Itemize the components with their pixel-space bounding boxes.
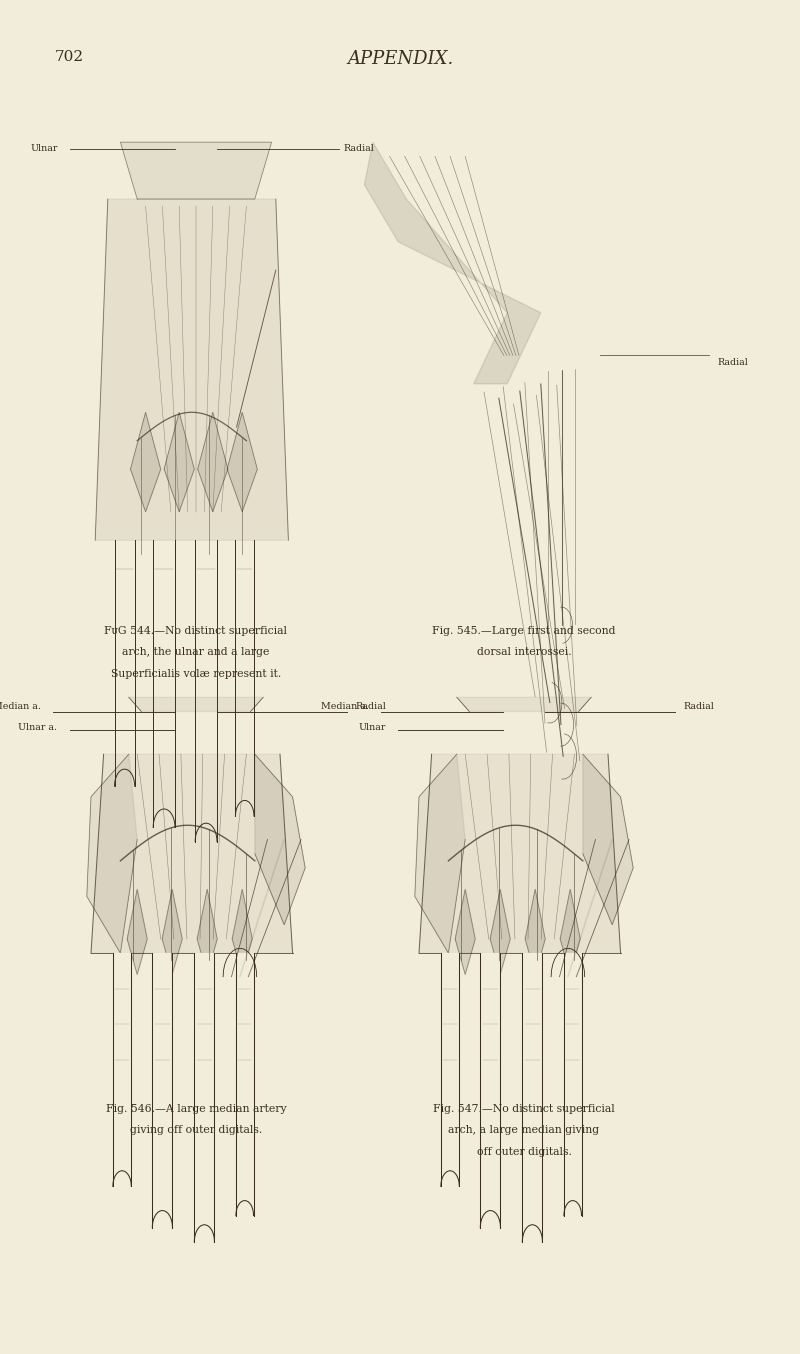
Text: FᴜG 544.—No distinct superficial: FᴜG 544.—No distinct superficial <box>105 626 287 635</box>
Text: Fig. 545.—Large first and second: Fig. 545.—Large first and second <box>432 626 616 635</box>
Text: arch, the ulnar and a large: arch, the ulnar and a large <box>122 647 270 657</box>
Text: Radial: Radial <box>343 145 374 153</box>
Text: off outer digitals.: off outer digitals. <box>477 1147 571 1156</box>
Polygon shape <box>127 890 147 975</box>
Text: Fig. 547.—No distinct superficial: Fig. 547.—No distinct superficial <box>433 1104 615 1113</box>
Polygon shape <box>564 953 582 1216</box>
Text: Ulnar: Ulnar <box>30 145 58 153</box>
Text: Superficialis volæ represent it.: Superficialis volæ represent it. <box>111 669 281 678</box>
Polygon shape <box>152 953 173 1228</box>
Polygon shape <box>419 754 621 953</box>
Polygon shape <box>560 890 580 975</box>
Text: Radial: Radial <box>683 703 714 711</box>
Polygon shape <box>525 890 546 975</box>
Text: 702: 702 <box>54 50 83 64</box>
Polygon shape <box>164 412 194 512</box>
Polygon shape <box>522 953 542 1242</box>
Text: Ulnar: Ulnar <box>358 723 386 731</box>
Polygon shape <box>197 890 218 975</box>
Polygon shape <box>455 890 475 975</box>
Text: dorsal interossei.: dorsal interossei. <box>477 647 571 657</box>
Polygon shape <box>365 142 541 383</box>
Polygon shape <box>130 412 161 512</box>
Polygon shape <box>236 953 254 1216</box>
Text: giving off outer digitals.: giving off outer digitals. <box>130 1125 262 1135</box>
Text: Radial: Radial <box>356 703 386 711</box>
Polygon shape <box>86 754 138 953</box>
Text: arch, a large median giving: arch, a large median giving <box>449 1125 599 1135</box>
Text: APPENDIX.: APPENDIX. <box>347 50 453 68</box>
Polygon shape <box>95 199 288 540</box>
Polygon shape <box>120 142 272 199</box>
Polygon shape <box>480 953 501 1228</box>
Polygon shape <box>194 953 214 1242</box>
Polygon shape <box>490 890 510 975</box>
Polygon shape <box>198 412 228 512</box>
Polygon shape <box>457 697 591 712</box>
Text: Radial: Radial <box>718 357 748 367</box>
Polygon shape <box>232 890 252 975</box>
Polygon shape <box>227 412 258 512</box>
Polygon shape <box>414 754 466 953</box>
Text: Fig. 546.—A large median artery: Fig. 546.—A large median artery <box>106 1104 286 1113</box>
Text: Median a.: Median a. <box>0 703 41 711</box>
Polygon shape <box>254 754 306 925</box>
Polygon shape <box>441 953 459 1186</box>
Polygon shape <box>583 754 634 925</box>
Text: Median a.: Median a. <box>321 703 369 711</box>
Polygon shape <box>162 890 182 975</box>
Polygon shape <box>113 953 131 1186</box>
Text: Ulnar a.: Ulnar a. <box>18 723 58 731</box>
Polygon shape <box>129 697 263 712</box>
Polygon shape <box>91 754 293 953</box>
